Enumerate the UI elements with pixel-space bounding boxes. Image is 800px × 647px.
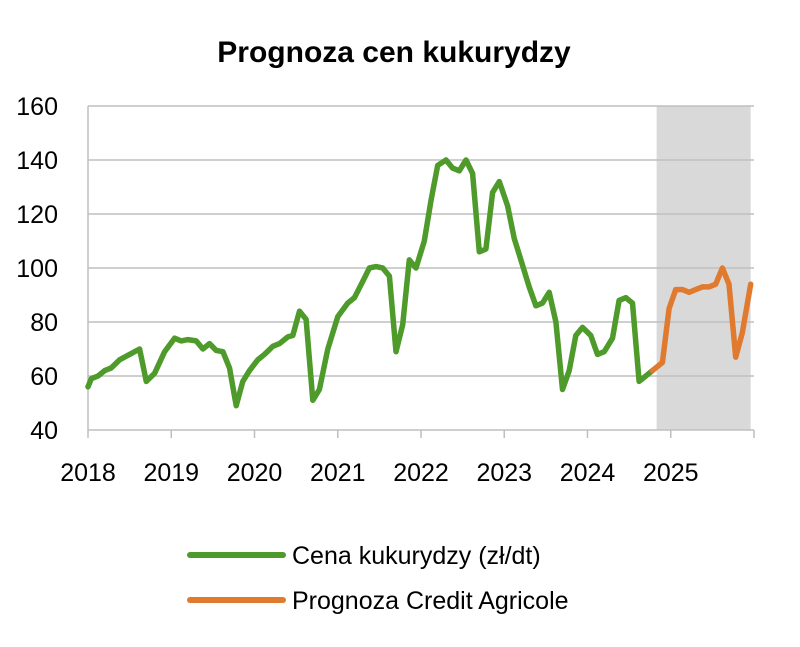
x-tick-label: 2024 xyxy=(560,459,616,487)
gridlines xyxy=(88,105,754,377)
y-tick-label: 100 xyxy=(16,255,58,283)
x-tick-label: 2019 xyxy=(143,459,199,487)
y-tick-label: 140 xyxy=(16,147,58,175)
x-tick-label: 2018 xyxy=(60,459,116,487)
y-axis-ticks: 40 60 80 100 120 140 160 xyxy=(16,93,58,445)
series-line-corn-price xyxy=(85,157,656,409)
series-lines xyxy=(85,157,754,409)
y-tick-label: 60 xyxy=(30,363,58,391)
x-axis-ticks: 2018 2019 2020 2021 2022 2023 2024 2025 xyxy=(60,459,698,487)
axes xyxy=(87,106,755,438)
x-tick-label: 2020 xyxy=(227,459,283,487)
x-tick-label: 2021 xyxy=(310,459,366,487)
y-tick-label: 80 xyxy=(30,309,58,337)
series-line-forecast xyxy=(649,265,754,374)
y-tick-label: 40 xyxy=(30,417,58,445)
x-tick-label: 2023 xyxy=(476,459,532,487)
legend-label: Cena kukurydzy (zł/dt) xyxy=(292,542,541,570)
legend: Cena kukurydzy (zł/dt) Prognoza Credit Ag… xyxy=(187,542,569,615)
y-tick-label: 120 xyxy=(16,201,58,229)
chart-title: Prognoza cen kukurydzy xyxy=(217,36,571,69)
x-tick-label: 2025 xyxy=(643,459,699,487)
x-tick-label: 2022 xyxy=(393,459,449,487)
legend-label: Prognoza Credit Agricole xyxy=(292,587,569,615)
y-tick-label: 160 xyxy=(16,93,58,121)
